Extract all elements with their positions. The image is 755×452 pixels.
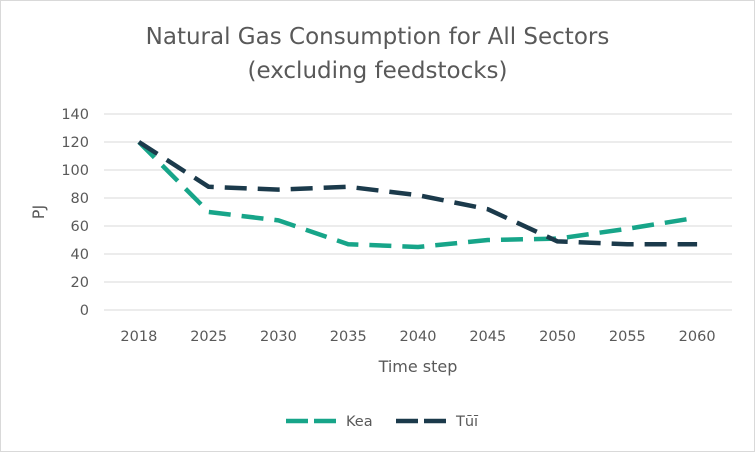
- series-line-2: [137, 140, 698, 247]
- x-tick-label: 2060: [679, 329, 716, 345]
- x-tick-label: 2035: [330, 329, 367, 345]
- x-tick-label: 2018: [120, 329, 157, 345]
- y-tick-label: 20: [71, 275, 89, 291]
- x-tick-label: 2030: [260, 329, 297, 345]
- x-tick-label: 2050: [539, 329, 576, 345]
- x-axis-title: Time step: [378, 357, 458, 376]
- chart-title: Natural Gas Consumption for All Sectors …: [0, 20, 755, 88]
- x-tick-label: 2025: [190, 329, 227, 345]
- x-tick-label: 2045: [469, 329, 506, 345]
- x-tick-label: 2040: [400, 329, 437, 345]
- gridlines: [104, 113, 732, 311]
- y-tick-label: 40: [71, 247, 89, 263]
- chart-title-line-1: Natural Gas Consumption for All Sectors: [145, 24, 610, 50]
- x-tick-label: 2055: [609, 329, 646, 345]
- y-tick-label: 80: [71, 191, 89, 207]
- series-lines: [137, 140, 698, 250]
- legend: Kea Tūī: [286, 414, 479, 430]
- legend-label: Tūī: [455, 414, 479, 430]
- x-axis-ticks: 2018 2025 2030 2035 2040 2045 2050 2055 2060: [120, 329, 715, 345]
- y-tick-label: 60: [71, 219, 89, 235]
- y-tick-label: 120: [61, 135, 89, 151]
- y-axis-title: PJ: [29, 205, 48, 219]
- series-line-1: [137, 140, 698, 250]
- legend-item: Tūī: [396, 414, 479, 430]
- legend-label: Kea: [346, 414, 373, 430]
- chart-title-line-2: (excluding feedstocks): [247, 58, 508, 84]
- y-axis-ticks: 0 20 40 60 80 100 120 140: [61, 107, 89, 319]
- y-tick-label: 140: [61, 107, 89, 123]
- legend-item: Kea: [286, 414, 373, 430]
- y-tick-label: 0: [80, 303, 89, 319]
- y-tick-label: 100: [61, 163, 89, 179]
